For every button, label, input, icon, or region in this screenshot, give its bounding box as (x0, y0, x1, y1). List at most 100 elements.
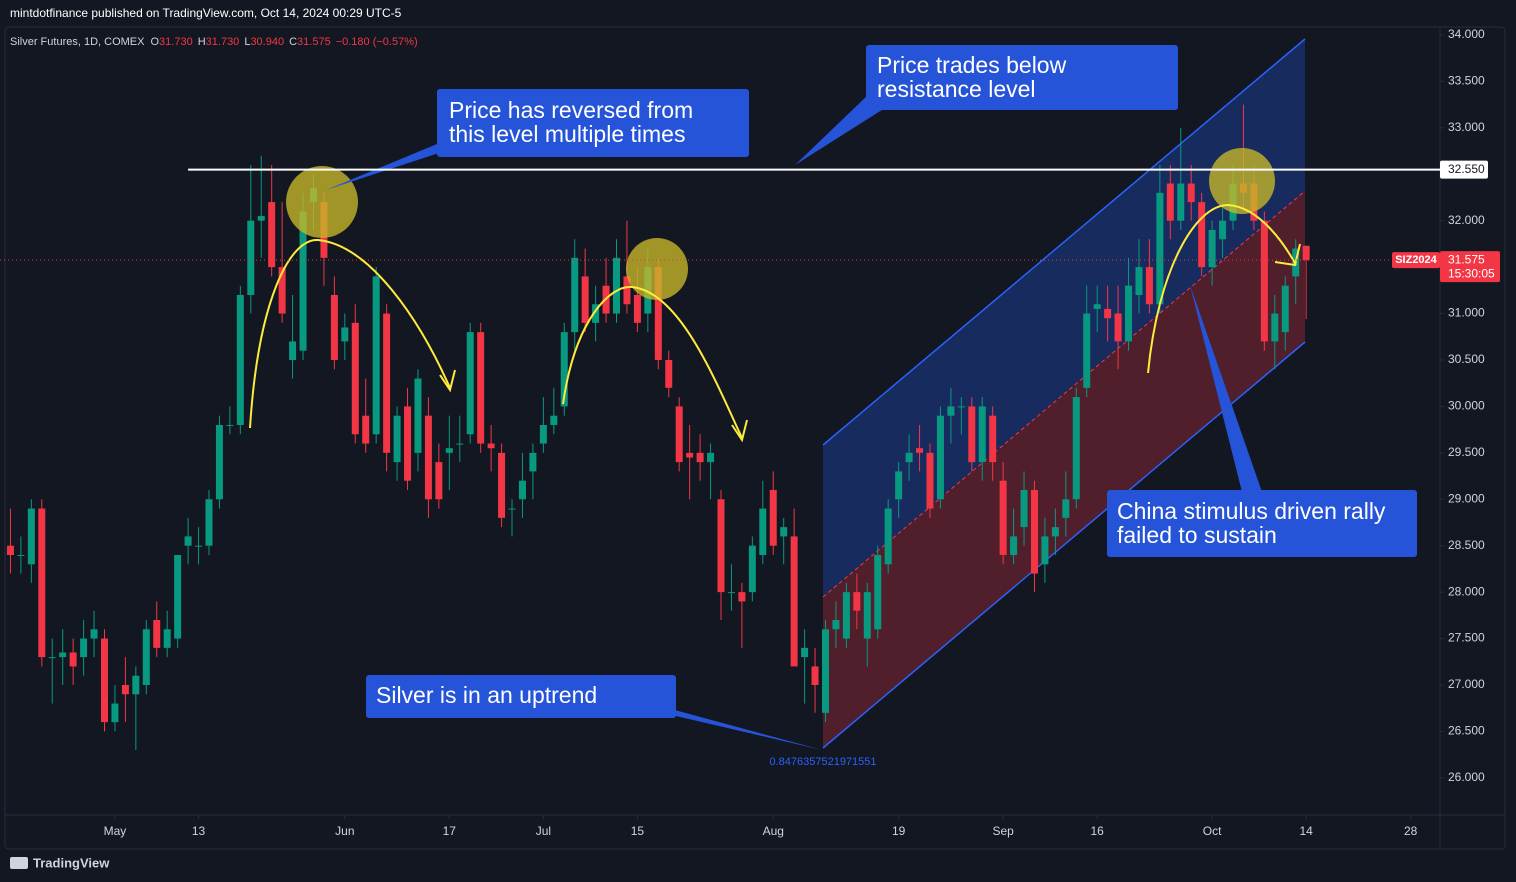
channel-lower (823, 191, 1305, 748)
candle-body (936, 415, 944, 500)
x-tick-label: Oct (1203, 824, 1222, 838)
candle-body (905, 452, 913, 463)
callout-box (366, 675, 676, 718)
callout-box (437, 89, 749, 157)
candle-body (1166, 183, 1174, 221)
candle-body (80, 638, 88, 658)
y-tick-label: 28.000 (1448, 584, 1485, 598)
candle-body (1020, 489, 1028, 528)
candle-body (738, 592, 746, 602)
quote-part: Silver Futures, 1D, COMEX (10, 36, 145, 48)
candle-body (1177, 183, 1185, 221)
candle-body (748, 545, 756, 593)
candle-body (686, 452, 694, 458)
candle-body (665, 359, 673, 388)
candles (6, 104, 1310, 750)
candle-body (613, 257, 621, 314)
candle-body (48, 657, 56, 659)
y-tick-label: 31.000 (1448, 306, 1485, 320)
callout-tail (1190, 285, 1262, 492)
candle-body (696, 452, 704, 463)
candle-body (247, 220, 255, 295)
candle-body (539, 424, 547, 444)
candle-body (1271, 313, 1279, 342)
candle-body (163, 629, 171, 648)
candle-body (1187, 183, 1195, 203)
candle-body (59, 652, 67, 658)
y-tick-label: 29.000 (1448, 491, 1485, 505)
candle-body (1083, 313, 1091, 388)
candle-body (132, 675, 140, 695)
resistance-tag (1440, 160, 1488, 179)
candle-body (1072, 397, 1080, 500)
candle-body (821, 629, 829, 713)
candle-body (268, 202, 276, 268)
candle-body (1051, 527, 1059, 537)
candle-body (236, 294, 244, 425)
quote-part: L (244, 36, 250, 48)
x-tick-label: Sep (992, 824, 1014, 838)
candle-body (884, 508, 892, 565)
frame (4, 26, 1506, 850)
candle-body (759, 508, 767, 555)
candle-body (383, 313, 391, 453)
candle-body (90, 629, 98, 639)
x-tick-label: 17 (443, 824, 457, 838)
callout-box (1107, 490, 1417, 557)
candle-body (508, 508, 516, 510)
candle-body (278, 267, 286, 314)
candle-body (811, 666, 819, 685)
candle-body (633, 294, 641, 323)
candle-body (769, 489, 777, 546)
candle-body (184, 536, 192, 546)
candle-body (330, 294, 338, 360)
quote-part: H (198, 36, 206, 48)
candle-body (38, 508, 46, 658)
candle-body (205, 499, 213, 546)
candle-body (832, 619, 840, 630)
y-tick-label: 30.500 (1448, 352, 1485, 366)
callouts: Price has reversed from this level multi… (326, 45, 1417, 750)
candle-body (341, 327, 349, 342)
highlight-circle (626, 238, 688, 300)
candle-body (1062, 499, 1070, 518)
footer: TradingView (33, 855, 110, 870)
ticker-label: SIZ2024 (1395, 254, 1437, 266)
arrow-head (439, 369, 456, 393)
callout-text: this level multiple times (449, 121, 685, 147)
y-tick-label: 32.000 (1448, 213, 1485, 227)
candle-body (1302, 245, 1310, 261)
y-tick-label: 27.000 (1448, 677, 1485, 691)
candle-body (623, 276, 631, 305)
candle-body (466, 332, 474, 435)
candle-body (404, 406, 412, 481)
candle-body (989, 415, 997, 463)
x-tick-label: 15 (631, 824, 645, 838)
y-tick-label: 27.500 (1448, 631, 1485, 645)
candle-body (968, 406, 976, 463)
x-tick-label: 16 (1090, 824, 1104, 838)
candle-body (863, 592, 871, 639)
y-tick-label: 30.000 (1448, 399, 1485, 413)
x-tick-label: 28 (1404, 824, 1418, 838)
candle-body (654, 267, 662, 360)
quote-part: 31.730 (159, 36, 193, 48)
candle-body (926, 452, 934, 509)
candle-body (226, 424, 234, 426)
candle-body (1125, 285, 1133, 342)
y-tick-label: 26.000 (1448, 770, 1485, 784)
quote-part: 31.575 (297, 36, 331, 48)
y-tick-label: 33.000 (1448, 120, 1485, 134)
candle-body (215, 424, 223, 500)
arc-arrow (562, 285, 743, 439)
x-tick-label: 14 (1299, 824, 1313, 838)
candle-body (842, 592, 850, 639)
candle-body (424, 415, 432, 500)
candle-body (916, 448, 924, 453)
candle-body (727, 592, 735, 594)
candle-body (142, 629, 150, 685)
x-tick-label: 13 (192, 824, 206, 838)
candle-body (111, 703, 119, 723)
